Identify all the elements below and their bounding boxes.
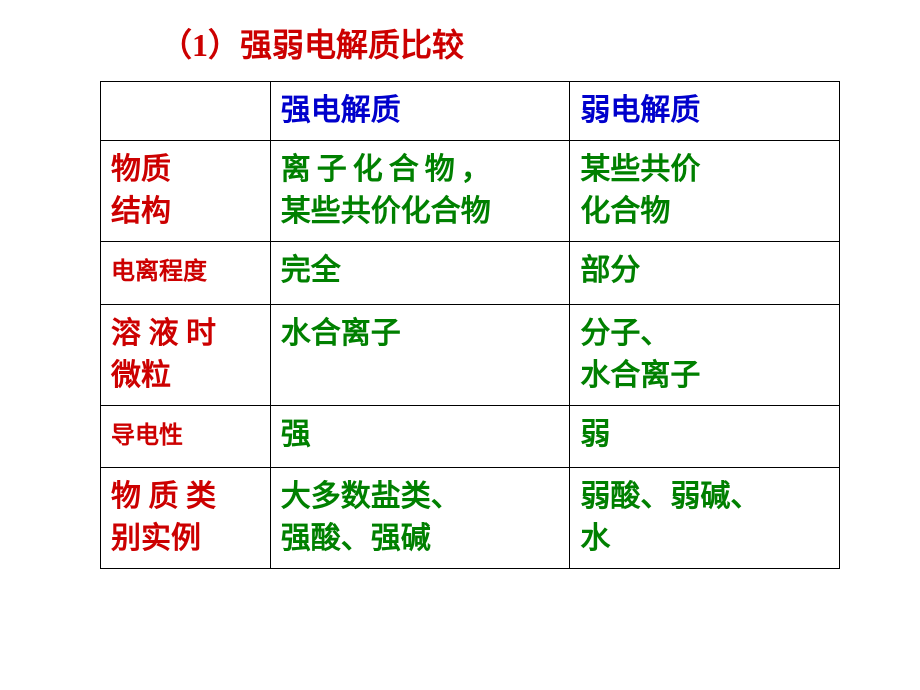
label-structure-line2: 结构 — [111, 195, 171, 228]
row-examples: 物 质 类 别实例 大多数盐类、 强酸、强碱 弱酸、弱碱、 水 — [101, 468, 840, 569]
label-ionization: 电离程度 — [101, 242, 271, 305]
page-title: （1）强弱电解质比较 — [160, 20, 920, 66]
cell-examples-strong-l2: 强酸、强碱 — [281, 522, 431, 555]
cell-examples-strong: 大多数盐类、 强酸、强碱 — [270, 468, 570, 569]
comparison-table-container: 强电解质 弱电解质 物质 结构 离子化合物，某些共价化合物 某些共价 化合物 电… — [100, 81, 840, 569]
label-conductivity: 导电性 — [101, 405, 271, 468]
label-examples-l2: 别实例 — [111, 522, 201, 555]
cell-examples-weak: 弱酸、弱碱、 水 — [570, 468, 840, 569]
cell-structure-strong: 离子化合物， 某些共价化合物 — [270, 141, 570, 242]
header-row: 强电解质 弱电解质 — [101, 82, 840, 141]
cell-particles-weak-l1: 分子、 — [580, 317, 670, 350]
cell-particles-weak: 分子、 水合离子 — [570, 304, 840, 405]
row-ionization: 电离程度 完全 部分 — [101, 242, 840, 305]
label-examples-l1: 物 质 类 — [111, 480, 216, 513]
label-examples: 物 质 类 别实例 — [101, 468, 271, 569]
cell-structure-strong-l1: 离子化合物， — [281, 153, 497, 186]
label-structure-line1: 物质 — [111, 153, 171, 186]
cell-conductivity-strong: 强 — [270, 405, 570, 468]
cell-examples-weak-l2: 水 — [580, 522, 610, 555]
cell-examples-strong-l1: 大多数盐类、 — [281, 480, 461, 513]
cell-conductivity-weak: 弱 — [570, 405, 840, 468]
cell-ionization-weak: 部分 — [570, 242, 840, 305]
label-particles-l2: 微粒 — [111, 359, 171, 392]
cell-particles-weak-l2: 水合离子 — [580, 359, 700, 392]
row-particles: 溶 液 时 微粒 水合离子 分子、 水合离子 — [101, 304, 840, 405]
label-structure: 物质 结构 — [101, 141, 271, 242]
cell-ionization-strong: 完全 — [270, 242, 570, 305]
cell-structure-weak-l2: 化合物 — [580, 195, 670, 228]
row-conductivity: 导电性 强 弱 — [101, 405, 840, 468]
cell-structure-strong-l2: 某些共价化合物 — [281, 195, 491, 228]
header-strong: 强电解质 — [270, 82, 570, 141]
label-particles-l1: 溶 液 时 — [111, 317, 216, 350]
cell-structure-weak: 某些共价 化合物 — [570, 141, 840, 242]
header-empty — [101, 82, 271, 141]
cell-examples-weak-l1: 弱酸、弱碱、 — [580, 480, 760, 513]
cell-particles-strong: 水合离子 — [270, 304, 570, 405]
row-structure: 物质 结构 离子化合物，某些共价化合物 某些共价 化合物 — [101, 141, 840, 242]
cell-structure-weak-l1: 某些共价 — [580, 153, 700, 186]
comparison-table: 强电解质 弱电解质 物质 结构 离子化合物，某些共价化合物 某些共价 化合物 电… — [100, 81, 840, 569]
header-weak: 弱电解质 — [570, 82, 840, 141]
label-particles: 溶 液 时 微粒 — [101, 304, 271, 405]
